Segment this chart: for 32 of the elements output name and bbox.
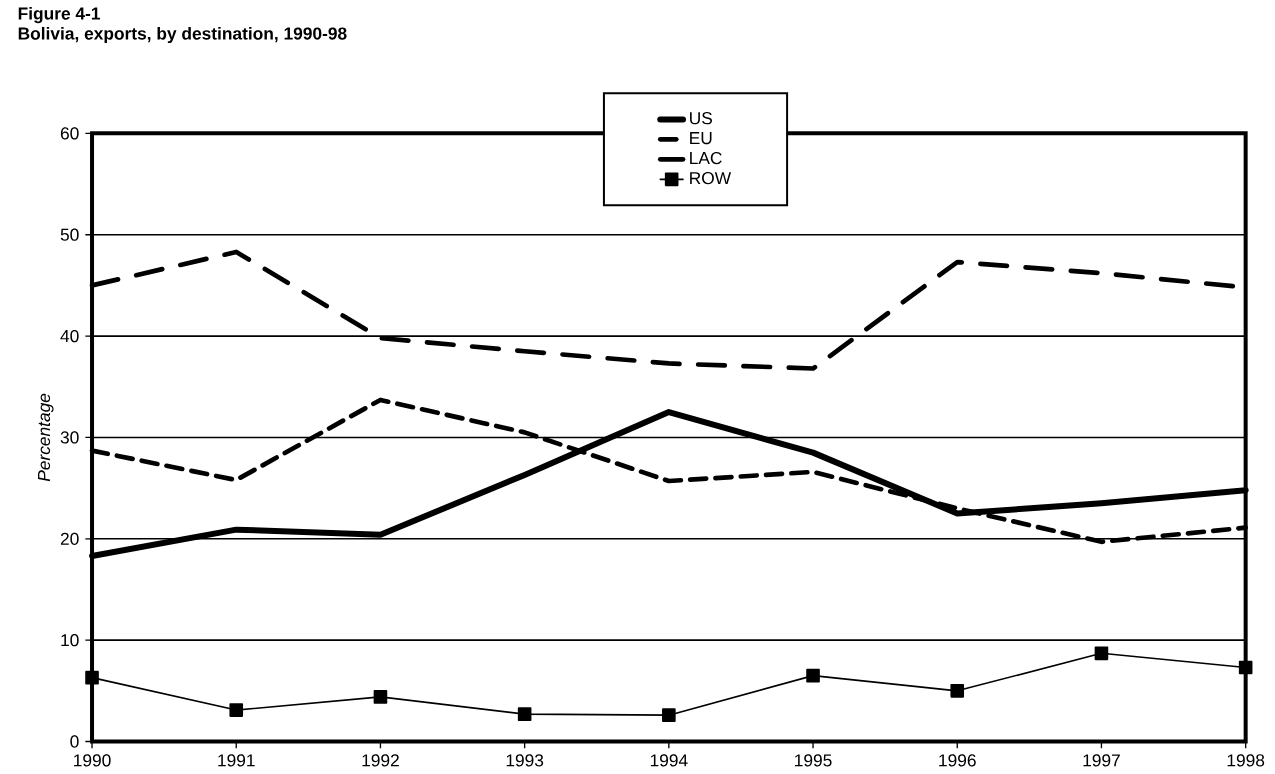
point xyxy=(517,707,532,722)
y-axis-title: Percentage xyxy=(38,393,54,482)
point xyxy=(229,703,244,718)
x-tick-label: 1997 xyxy=(1083,754,1120,767)
x-tick-label: 1998 xyxy=(1227,754,1265,767)
x-tick-label: 1995 xyxy=(795,754,832,767)
point xyxy=(950,684,965,698)
legend-label: EU xyxy=(690,132,712,145)
chart-title: Figure 4-1 xyxy=(18,7,100,24)
x-tick-label: 1991 xyxy=(218,754,255,767)
point xyxy=(1238,660,1253,675)
legend-label: US xyxy=(690,112,713,125)
chart-subtitle: Bolivia, exports, by destination, 1990-98 xyxy=(18,27,347,44)
y-tick-label: 20 xyxy=(60,532,79,546)
x-tick-label: 1990 xyxy=(74,754,111,767)
y-tick-label: 50 xyxy=(60,228,79,242)
point xyxy=(806,669,820,683)
y-tick-label: 60 xyxy=(60,127,79,140)
legend-label: LAC xyxy=(690,152,722,165)
x-tick-label: 1993 xyxy=(506,754,544,767)
y-tick-label: 10 xyxy=(61,634,79,647)
point xyxy=(662,708,676,723)
y-tick-label: 30 xyxy=(60,431,79,444)
x-tick-label: 1994 xyxy=(650,754,688,767)
x-tick-label: 1996 xyxy=(939,754,976,767)
point xyxy=(373,690,388,704)
y-tick-label: 0 xyxy=(70,735,79,748)
x-tick-label: 1992 xyxy=(362,754,399,767)
y-tick-label: 40 xyxy=(60,330,79,343)
legend-label: ROW xyxy=(690,172,732,185)
point xyxy=(85,671,99,685)
point xyxy=(1094,646,1109,661)
